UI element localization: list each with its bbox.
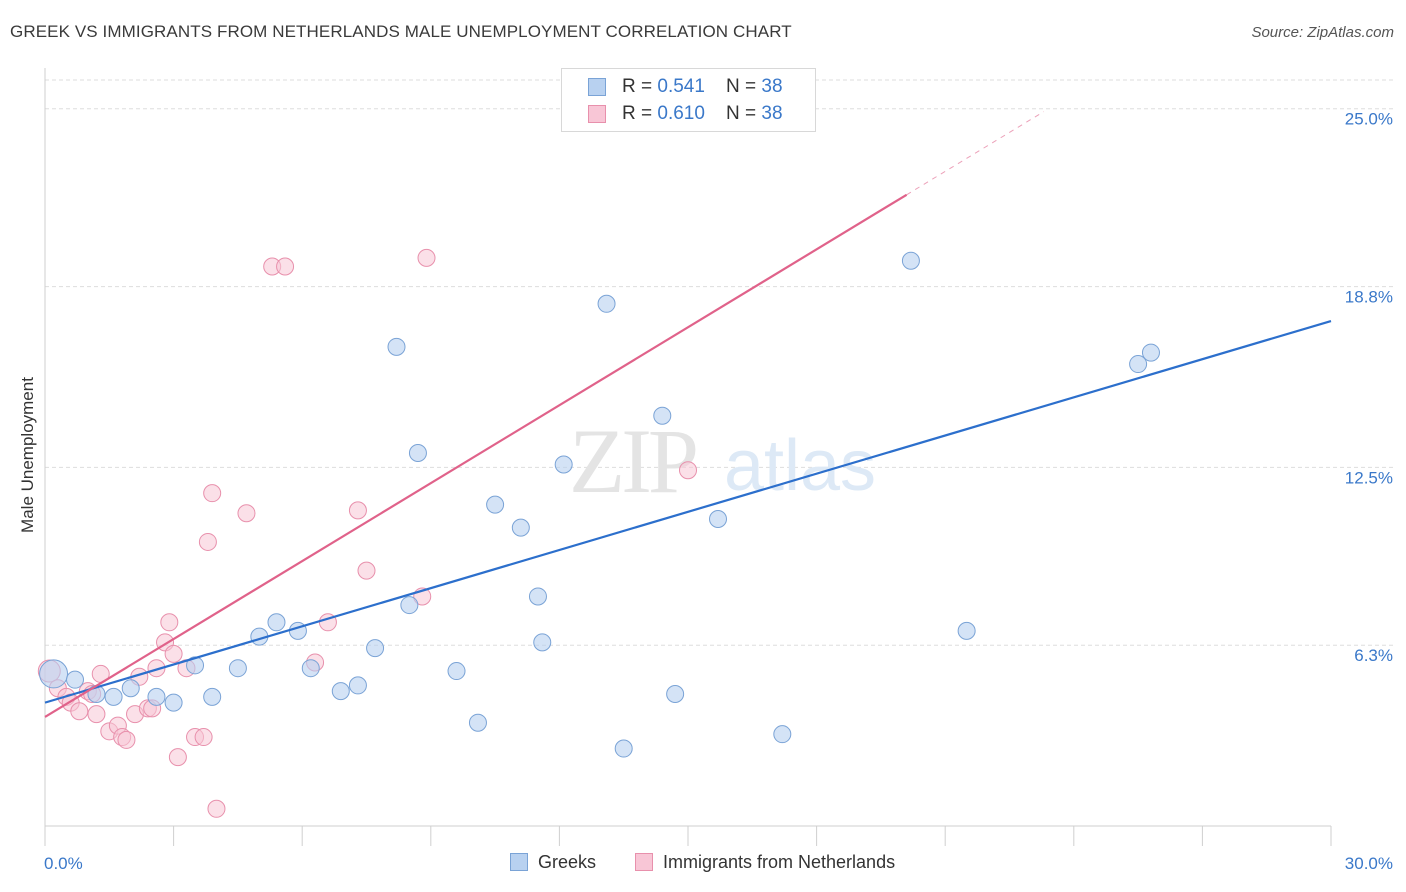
data-point-greeks: [653, 406, 672, 425]
data-point-greeks: [203, 687, 222, 706]
bottom-legend-label-greeks: Greeks: [538, 852, 597, 872]
data-point-greeks: [447, 662, 466, 681]
data-point-greeks: [468, 713, 487, 732]
data-point-greeks: [709, 509, 728, 528]
legend-text-netherlands: R = 0.610 N = 38: [622, 103, 783, 124]
data-point-netherlands: [168, 748, 187, 767]
data-point-netherlands: [417, 248, 436, 267]
data-point-netherlands: [237, 504, 256, 523]
x-tick-label-max: 30.0%: [1345, 854, 1393, 873]
bottom-legend-netherlands: Immigrants from Netherlands: [635, 852, 895, 873]
data-point-greeks: [147, 687, 166, 706]
legend-swatch-greeks: [588, 78, 606, 96]
bottom-legend-swatch-netherlands: [635, 853, 653, 871]
data-point-greeks: [228, 659, 247, 678]
source-credit: Source: ZipAtlas.com: [1251, 24, 1394, 41]
data-point-netherlands: [164, 644, 183, 663]
data-point-netherlands: [348, 501, 367, 520]
data-point-greeks: [901, 251, 920, 270]
x-tick-label-min: 0.0%: [44, 854, 83, 873]
data-point-netherlands: [87, 705, 106, 724]
watermark: ZIP atlas: [569, 410, 876, 512]
data-point-greeks: [597, 294, 616, 313]
data-point-greeks: [554, 455, 573, 474]
data-point-greeks: [528, 587, 547, 606]
data-point-netherlands: [147, 659, 166, 678]
data-point-greeks: [533, 633, 552, 652]
y-tick-label: 6.3%: [1354, 646, 1393, 665]
data-point-greeks: [1129, 355, 1148, 374]
legend-swatch-netherlands: [588, 105, 606, 123]
legend-text-greeks: R = 0.541 N = 38: [622, 76, 783, 97]
chart-title: GREEK VS IMMIGRANTS FROM NETHERLANDS MAL…: [10, 22, 792, 41]
data-point-greeks: [104, 687, 123, 706]
data-point-greeks: [773, 725, 792, 744]
bottom-legend-greeks: Greeks: [510, 852, 596, 873]
data-point-greeks: [39, 659, 69, 689]
data-point-netherlands: [117, 730, 136, 749]
series-greeks-points: [39, 93, 1160, 758]
data-point-greeks: [301, 659, 320, 678]
tick-labels: 6.3% 12.5% 18.8% 25.0% 0.0% 30.0%: [44, 110, 1393, 873]
data-point-greeks: [408, 444, 427, 462]
bottom-legend-label-netherlands: Immigrants from Netherlands: [663, 852, 896, 872]
data-point-greeks: [387, 337, 406, 356]
data-point-netherlands: [276, 257, 295, 276]
y-tick-label: 18.8%: [1345, 288, 1393, 307]
trend-line-netherlands: [44, 193, 908, 718]
correlation-legend: R = 0.541 N = 38 R = 0.610 N = 38: [561, 68, 816, 132]
data-point-netherlands: [357, 561, 376, 580]
data-point-greeks: [1141, 343, 1160, 362]
data-point-netherlands: [207, 799, 226, 818]
data-point-greeks: [614, 739, 633, 758]
data-point-netherlands: [70, 702, 89, 721]
y-tick-label: 25.0%: [1345, 110, 1393, 129]
axes: [44, 68, 1332, 846]
data-point-greeks: [164, 693, 183, 712]
data-point-greeks: [400, 596, 419, 615]
data-point-greeks: [348, 676, 367, 695]
data-point-greeks: [511, 518, 530, 537]
bottom-legend-swatch-greeks: [510, 853, 528, 871]
data-point-greeks: [121, 679, 140, 698]
legend-n-greeks: 38: [761, 76, 783, 97]
data-point-greeks: [267, 613, 286, 632]
data-point-greeks: [486, 495, 505, 514]
data-point-greeks: [366, 639, 385, 658]
data-point-greeks: [186, 656, 205, 675]
data-point-greeks: [331, 682, 350, 701]
trend-line-netherlands-extension: [906, 111, 1045, 196]
data-point-netherlands: [198, 532, 217, 551]
legend-r-netherlands: 0.610: [657, 103, 705, 124]
data-point-greeks: [666, 685, 685, 704]
watermark-zip: ZIP: [569, 410, 696, 512]
series-netherlands-points: [37, 248, 697, 818]
legend-r-greeks: 0.541: [657, 76, 705, 97]
trend-lines: [44, 111, 1332, 718]
data-point-netherlands: [160, 613, 179, 632]
trend-line-greeks: [44, 319, 1332, 704]
data-point-netherlands: [194, 728, 213, 747]
data-point-netherlands: [203, 484, 222, 503]
data-point-greeks: [957, 621, 976, 640]
data-point-netherlands: [679, 461, 697, 480]
legend-n-netherlands: 38: [761, 103, 783, 124]
data-point-greeks: [66, 670, 85, 689]
y-tick-label: 12.5%: [1345, 468, 1393, 487]
